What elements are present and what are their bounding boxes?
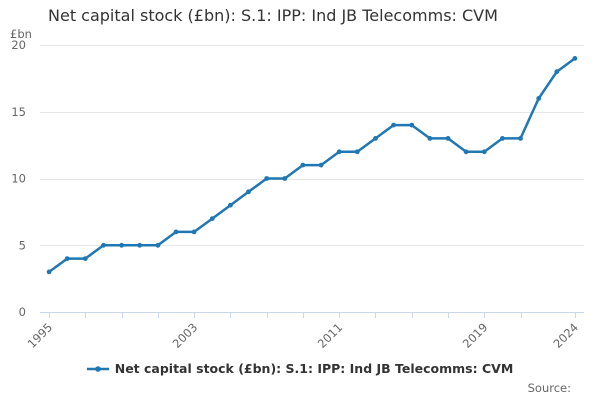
x-axis-tick-label: 2003 [170, 320, 201, 351]
data-point-marker[interactable] [500, 136, 505, 141]
legend-item[interactable]: Net capital stock (£bn): S.1: IPP: Ind J… [0, 361, 600, 376]
source-label: Source: [527, 381, 571, 395]
data-point-marker[interactable] [536, 96, 542, 101]
y-axis-tick-label: 10 [11, 172, 26, 186]
x-axis-tick-label: 2011 [315, 320, 346, 351]
data-point-marker[interactable] [228, 202, 233, 208]
data-point-marker[interactable] [209, 216, 215, 222]
data-point-marker[interactable] [101, 242, 106, 248]
data-point-marker[interactable] [518, 136, 523, 141]
data-point-marker[interactable] [391, 122, 396, 128]
data-point-marker[interactable] [82, 256, 88, 261]
data-point-marker[interactable] [246, 189, 251, 195]
chart-title: Net capital stock (£bn): S.1: IPP: Ind J… [48, 6, 498, 25]
data-point-marker[interactable] [173, 229, 179, 235]
data-point-marker[interactable] [463, 149, 469, 155]
data-point-marker[interactable] [572, 56, 578, 61]
series-line[interactable] [47, 57, 577, 274]
y-axis-tick-label: 5 [19, 238, 26, 252]
data-point-marker[interactable] [318, 162, 324, 168]
data-point-marker[interactable] [137, 242, 143, 248]
data-point-marker[interactable] [554, 69, 560, 75]
data-point-marker[interactable] [373, 136, 378, 141]
x-axis-tick-label: 1995 [25, 320, 56, 351]
data-point-marker[interactable] [336, 149, 342, 155]
data-point-marker[interactable] [427, 136, 433, 141]
x-axis-tick-label: 2019 [460, 320, 491, 351]
data-point-marker[interactable] [46, 269, 52, 275]
data-point-marker[interactable] [155, 242, 161, 248]
data-point-marker[interactable] [354, 149, 360, 155]
legend-label: Net capital stock (£bn): S.1: IPP: Ind J… [114, 361, 514, 376]
legend-line-marker-icon [86, 363, 109, 375]
data-point-marker[interactable] [409, 122, 415, 128]
x-axis-tick-label: 2024 [550, 320, 581, 351]
data-point-marker[interactable] [64, 256, 70, 261]
data-point-marker[interactable] [481, 149, 487, 155]
data-point-marker[interactable] [264, 176, 270, 181]
y-axis-tick-label: 15 [11, 105, 26, 119]
y-axis-unit-label: £bn [10, 27, 32, 41]
data-point-marker[interactable] [119, 242, 124, 248]
data-point-marker[interactable] [300, 162, 306, 168]
y-axis-tick-label: 0 [19, 305, 26, 319]
data-point-marker[interactable] [191, 229, 197, 235]
data-point-marker[interactable] [282, 176, 288, 181]
y-axis-tick-label: 20 [11, 38, 26, 52]
data-point-marker[interactable] [445, 136, 451, 141]
